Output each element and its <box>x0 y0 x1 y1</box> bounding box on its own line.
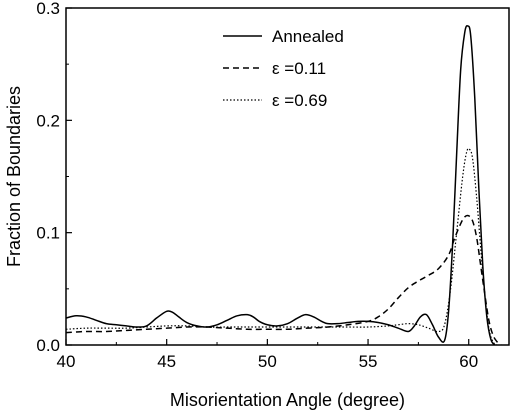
axis-layer: 40 45 50 55 60 0.0 0.1 0.2 0.3 <box>36 0 478 371</box>
x-axis-label: Misorientation Angle (degree) <box>170 390 405 410</box>
y-tick-label: 0.1 <box>36 224 60 243</box>
y-tick-label: 0.3 <box>36 0 60 18</box>
series-layer <box>66 25 502 345</box>
y-tick-label: 0.2 <box>36 111 60 130</box>
y-tick-label: 0.0 <box>36 336 60 355</box>
legend: Annealed ε =0.11 ε =0.69 <box>223 27 344 110</box>
x-tick-label: 40 <box>57 352 76 371</box>
y-axis-label: Fraction of Boundaries <box>4 86 24 267</box>
x-tick-label: 60 <box>459 352 478 371</box>
series-line-2 <box>66 214 502 345</box>
x-tick-label: 55 <box>359 352 378 371</box>
legend-label-1: Annealed <box>272 27 344 46</box>
series-line-1 <box>66 25 496 345</box>
legend-label-2: ε =0.11 <box>272 59 326 78</box>
legend-label-3: ε =0.69 <box>272 91 327 110</box>
x-tick-label: 45 <box>157 352 176 371</box>
x-tick-label: 50 <box>258 352 277 371</box>
series-line-3 <box>66 147 498 345</box>
